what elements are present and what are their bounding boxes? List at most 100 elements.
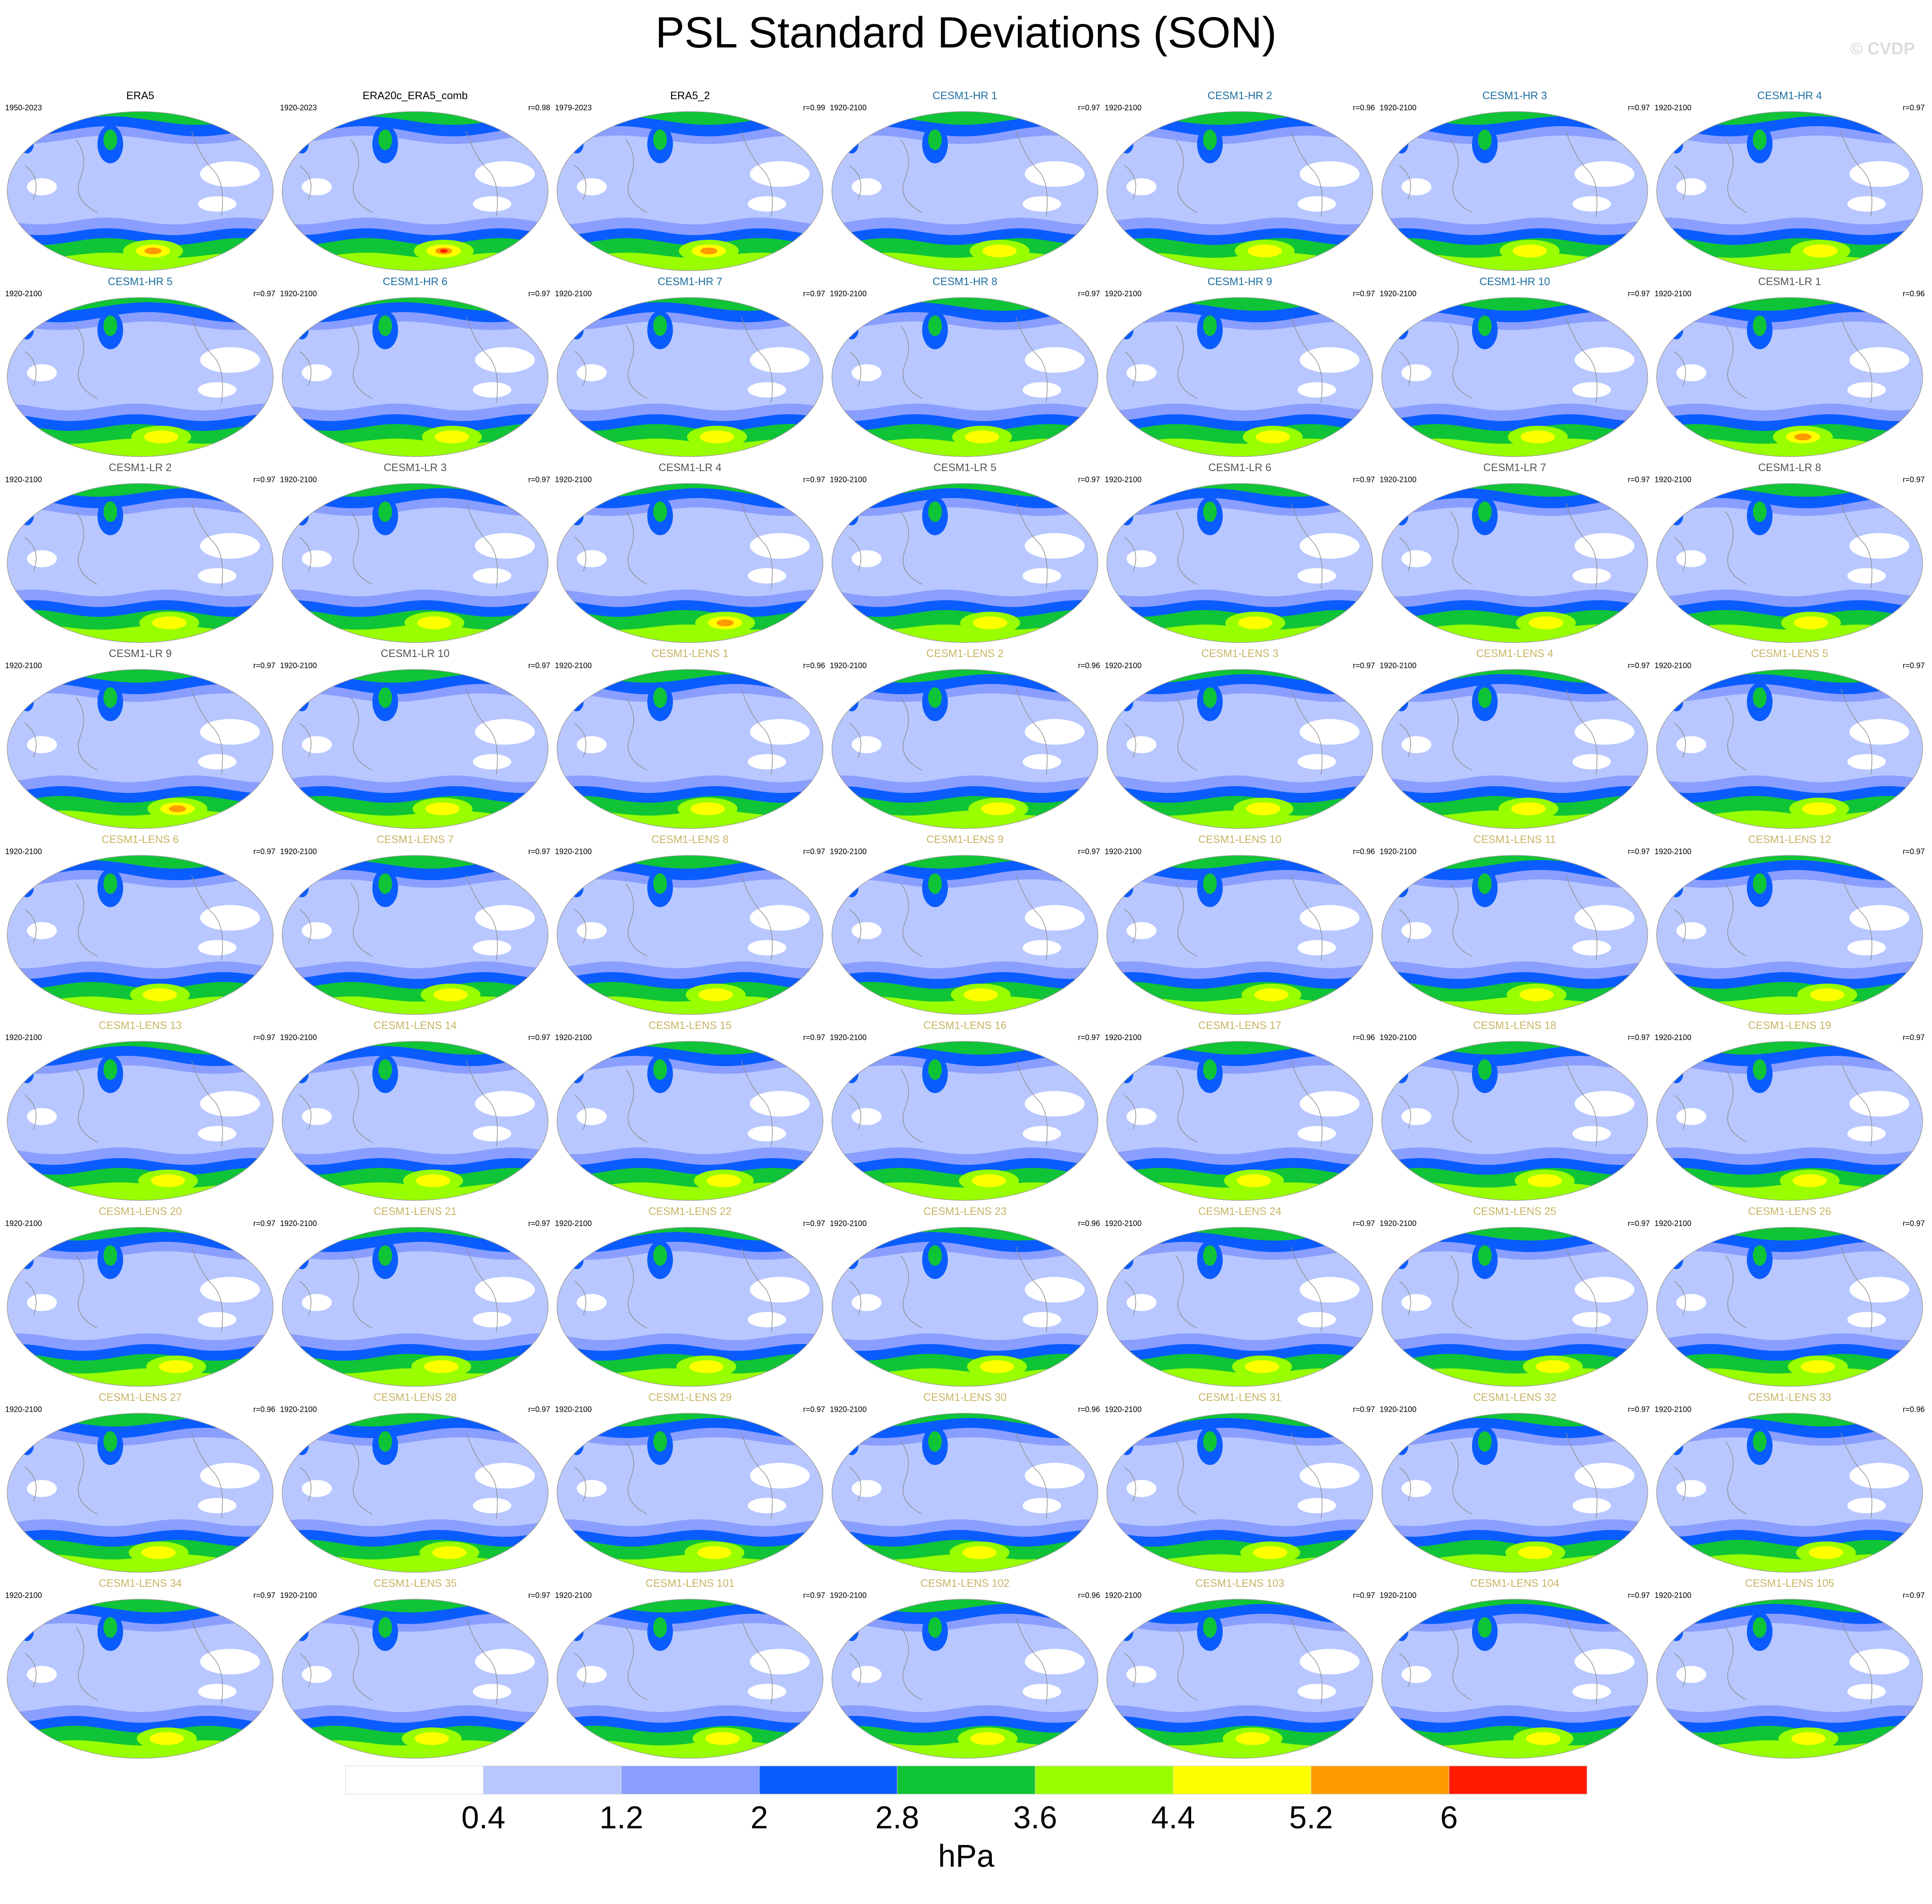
field-south-max <box>159 1360 193 1373</box>
coastline <box>1725 325 1747 399</box>
field-south-band <box>282 1182 548 1200</box>
field-south-band <box>557 439 823 457</box>
field-north-band <box>1382 1413 1648 1438</box>
field-low-patch <box>1575 1091 1634 1117</box>
map-outline <box>282 1041 549 1201</box>
colorbar-swatch <box>483 1765 622 1795</box>
field-low-patch <box>1401 178 1431 195</box>
map-panel: CESM1-LENS 22 1920-2100 r=0.97 <box>553 1205 827 1390</box>
field-north-trough <box>1203 1059 1217 1080</box>
coastline <box>1399 1653 1411 1688</box>
field-north-spot <box>1669 1064 1683 1083</box>
field-south-max <box>416 1174 450 1187</box>
map-panel: CESM1-LENS 104 1920-2100 r=0.97 <box>1378 1577 1652 1762</box>
field-low-patch <box>1298 940 1336 955</box>
colorbar-units: hPa <box>938 1838 995 1874</box>
field-low-patch <box>1847 754 1886 769</box>
coastline <box>466 1247 498 1333</box>
colorbar-tick-label: 6 <box>1440 1800 1458 1835</box>
field-low-patch <box>473 1684 511 1699</box>
field-north-spot <box>845 135 858 153</box>
field-north-trough <box>928 1059 942 1080</box>
field-south-max <box>1238 616 1272 629</box>
field-north-trough <box>928 873 942 894</box>
field-north-trough <box>1203 315 1217 336</box>
map-panel: CESM1-LR 10 1920-2100 r=0.97 <box>278 648 552 832</box>
coastline <box>625 1069 648 1143</box>
coastline <box>1841 1061 1873 1147</box>
coastline <box>1450 511 1472 585</box>
map-outline <box>7 1227 274 1387</box>
coastline <box>574 1467 587 1502</box>
panel-correlation: r=0.96 <box>1078 661 1100 670</box>
field-south-max <box>1793 1174 1827 1187</box>
map-outline <box>557 1599 823 1759</box>
field-north-band <box>282 855 548 869</box>
map-outline <box>832 1413 1098 1573</box>
field-south-band <box>832 811 1098 828</box>
panel-correlation: r=0.96 <box>1353 103 1375 112</box>
field-south-max <box>1253 1546 1287 1559</box>
coastline <box>1566 1618 1598 1705</box>
field-south-max <box>417 616 451 629</box>
coastline <box>466 317 498 403</box>
coastline <box>1399 1281 1411 1316</box>
panel-correlation: r=0.97 <box>1628 661 1650 670</box>
field-low-patch <box>1298 382 1336 398</box>
map-outline <box>282 855 549 1015</box>
panel-correlation: r=0.97 <box>1628 1033 1650 1042</box>
field-north-spot <box>1669 507 1683 525</box>
panel-years: 1920-2100 <box>830 847 867 856</box>
field-low-patch <box>577 736 607 753</box>
panel-title: CESM1-LR 9 <box>109 648 172 660</box>
field-north-spot <box>1669 135 1683 153</box>
field-south-band <box>557 253 823 271</box>
field-south-band <box>1657 1740 1923 1758</box>
panel-correlation: r=0.97 <box>1078 289 1100 298</box>
coastline <box>1399 723 1411 758</box>
panel-correlation: r=0.97 <box>803 1591 825 1600</box>
field-north-band <box>1107 1599 1373 1624</box>
panel-years: 1920-2100 <box>1105 1219 1142 1228</box>
field-north-trough <box>1478 1245 1492 1266</box>
field-north-trough <box>378 501 392 522</box>
map-panel: CESM1-LENS 35 1920-2100 r=0.97 <box>278 1577 552 1762</box>
map-panel: CESM1-LENS 34 1920-2100 r=0.97 <box>3 1577 277 1762</box>
panel-title: CESM1-LR 1 <box>1758 276 1821 288</box>
field-low-patch <box>473 1126 511 1141</box>
field-north-spot <box>1395 693 1408 711</box>
coastline <box>1841 875 1873 961</box>
panel-title: CESM1-LENS 1 <box>651 648 729 660</box>
field-south-band <box>282 1554 548 1572</box>
panel-title: CESM1-LENS 34 <box>98 1577 182 1589</box>
coastline <box>1175 139 1198 213</box>
field-north-trough <box>1478 873 1492 894</box>
map-panel: CESM1-LENS 101 1920-2100 r=0.97 <box>553 1577 827 1762</box>
panel-correlation: r=0.96 <box>1353 847 1375 856</box>
map-outline <box>7 669 274 829</box>
panel-years: 1920-2100 <box>280 1033 317 1042</box>
field-low-patch <box>1676 550 1706 567</box>
coastline <box>1291 689 1323 775</box>
panel-title: CESM1-LENS 11 <box>1473 834 1556 846</box>
map-figure <box>282 669 549 829</box>
field-low-patch <box>200 161 260 187</box>
colorbar-swatch <box>1035 1765 1174 1795</box>
field-north-spot <box>845 1436 858 1455</box>
map-panel: CESM1-LR 5 1920-2100 r=0.97 <box>828 462 1102 646</box>
field-low-patch <box>1298 1312 1336 1327</box>
field-low-patch <box>1676 1108 1706 1125</box>
field-north-spot <box>20 507 34 525</box>
field-south-max <box>1246 802 1280 815</box>
map-figure <box>7 1041 274 1201</box>
field-north-band <box>1657 483 1923 497</box>
coastline <box>1124 1281 1136 1316</box>
panel-title: CESM1-LENS 15 <box>648 1020 732 1032</box>
field-south-band <box>832 253 1098 271</box>
field-low-patch <box>577 1108 607 1125</box>
coastline <box>1124 537 1136 572</box>
field-north-spot <box>1395 135 1408 153</box>
map-figure <box>7 1413 274 1573</box>
field-low-patch <box>1847 1126 1886 1141</box>
field-low-patch <box>1127 1108 1156 1125</box>
